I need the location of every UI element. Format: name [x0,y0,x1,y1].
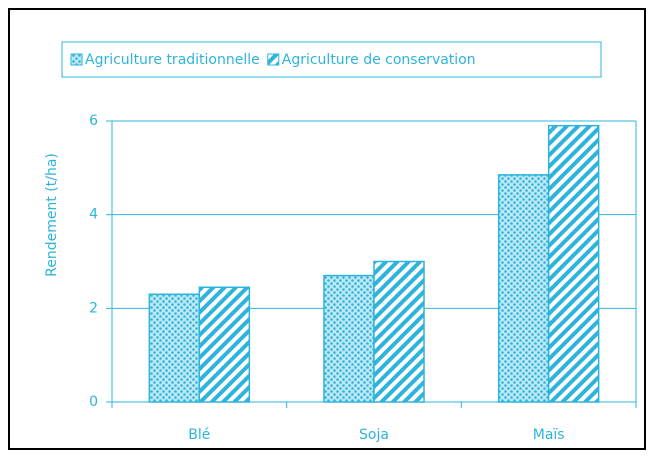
y-axis-label: Rendement (t/ha) [44,153,60,277]
y-tick-label: 2 [89,300,98,316]
bar [547,124,600,403]
bar [148,293,201,403]
y-tick-label: 6 [89,113,98,129]
legend-box [61,41,602,78]
bar [323,274,375,403]
x-tick-label: Blé [188,427,210,443]
bar [373,260,425,403]
y-tick-label: 4 [89,207,98,223]
x-tick-label: Maïs [533,427,565,443]
y-tick-label: 0 [89,394,98,410]
x-tick-label: Soja [359,427,389,443]
legend-swatch [70,53,83,66]
legend-label: Agriculture traditionnelle [85,52,260,68]
bar [497,174,550,403]
legend-swatch [267,53,280,66]
bar [198,286,251,403]
legend-label: Agriculture de conservation [282,52,476,68]
